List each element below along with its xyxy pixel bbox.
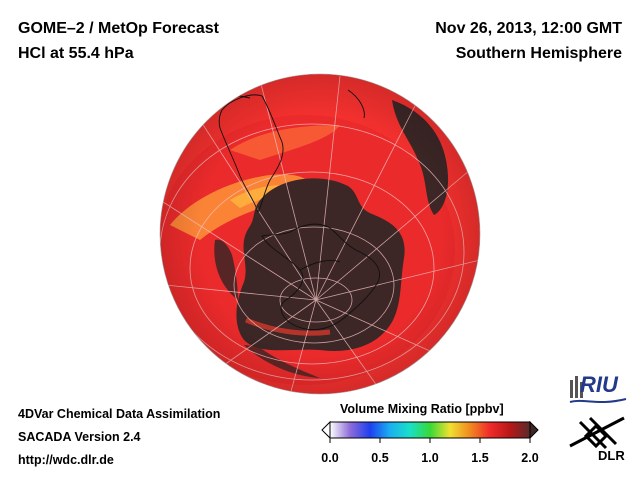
- footer-line-version: SACADA Version 2.4: [18, 430, 141, 444]
- dlr-logo-icon: [569, 416, 625, 450]
- logo-block: RIU DLR: [560, 372, 636, 472]
- dlr-logo-text: DLR: [598, 448, 625, 463]
- region-label: Southern Hemisphere: [455, 45, 622, 62]
- globe-outline: [159, 73, 481, 395]
- footer-link[interactable]: http://wdc.dlr.de: [18, 453, 114, 467]
- colorbar-tick: 1.0: [421, 451, 439, 465]
- colorbar-gradient: [329, 421, 531, 439]
- globe-shading: [160, 74, 480, 394]
- colorbar-tick: 0.5: [371, 451, 389, 465]
- colorbar-tick: 0.0: [321, 451, 339, 465]
- parameter-title: HCl at 55.4 hPa: [18, 45, 134, 62]
- colorbar-high-arrow: [529, 420, 539, 440]
- colorbar-tick: 2.0: [521, 451, 539, 465]
- riu-wave-icon: [569, 398, 627, 403]
- colorbar-title: Volume Mixing Ratio [ppbv]: [340, 402, 504, 416]
- riu-logo-icon: [570, 376, 583, 398]
- datetime-label: Nov 26, 2013, 12:00 GMT: [435, 20, 622, 37]
- footer-line-assimilation: 4DVar Chemical Data Assimilation: [18, 407, 221, 421]
- footer-block: 4DVar Chemical Data Assimilation SACADA …: [18, 403, 220, 472]
- title-block: GOME–2 / MetOp Forecast HCl at 55.4 hPa: [18, 16, 219, 66]
- product-title: GOME–2 / MetOp Forecast: [18, 20, 219, 37]
- date-block: Nov 26, 2013, 12:00 GMT Southern Hemisph…: [435, 16, 622, 66]
- riu-logo-text: RIU: [580, 372, 618, 397]
- colorbar-tick: 1.5: [471, 451, 489, 465]
- colorbar-low-arrow: [321, 420, 331, 440]
